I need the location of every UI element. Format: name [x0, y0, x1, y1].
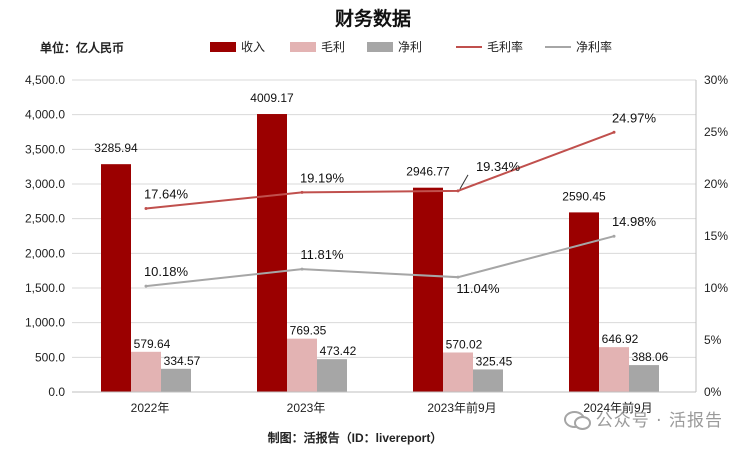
line-data-label: 11.81% — [300, 247, 344, 262]
bar-data-label: 325.45 — [476, 354, 513, 368]
y-right-tick-label: 0% — [704, 385, 722, 399]
y-right-tick-label: 10% — [704, 281, 728, 295]
line-point — [612, 130, 616, 134]
watermark-text: 公众号 · 活报告 — [595, 411, 723, 431]
watermark: 公众号 · 活报告 — [563, 406, 723, 431]
bar — [413, 187, 443, 392]
bar — [569, 212, 599, 392]
legend-label: 毛利率 — [487, 39, 523, 54]
bar-data-label: 579.64 — [134, 337, 171, 351]
footer-credit: 制图：活报告（ID：livereport） — [268, 430, 443, 445]
x-tick-label: 2022年 — [131, 401, 170, 415]
bar-data-label: 2590.45 — [562, 189, 606, 203]
legend-label: 净利率 — [576, 39, 612, 54]
bars — [101, 114, 659, 392]
bar — [287, 338, 317, 392]
bar — [131, 351, 161, 392]
line-data-label: 10.18% — [144, 264, 189, 279]
bar — [629, 365, 659, 392]
line-point — [456, 275, 460, 279]
y-left-tick-label: 2,500.0 — [25, 212, 65, 226]
bar — [443, 352, 473, 392]
line-point — [612, 234, 616, 238]
legend-swatch — [367, 42, 393, 52]
y-right-tick-label: 30% — [704, 73, 728, 87]
bar-data-label: 646.92 — [602, 332, 639, 346]
line-data-label: 19.34% — [476, 159, 521, 174]
unit-label: 单位：亿人民币 — [40, 40, 124, 55]
bar-data-label: 570.02 — [446, 337, 483, 351]
lines — [144, 130, 616, 288]
line-data-label: 17.64% — [144, 187, 189, 202]
data-labels: 3285.94 4009.17 2946.77 2590.45 579.64 769.35… — [94, 91, 668, 368]
y-left-tick-label: 4,500.0 — [25, 73, 65, 87]
legend: 收入 毛利 净利 毛利率 净利率 — [210, 39, 612, 54]
axes: 0.0 500.0 1,000.0 1,500.0 2,000.0 2,500.0 3,00… — [25, 73, 728, 415]
chart-title: 财务数据 — [335, 7, 411, 30]
bar-data-label: 4009.17 — [250, 91, 294, 105]
y-right-tick-label: 25% — [704, 125, 728, 139]
x-tick-label: 2023年 — [287, 401, 326, 415]
legend-swatch — [290, 42, 316, 52]
x-tick-label: 2023年前9月 — [427, 400, 496, 415]
line-data-label: 14.98% — [612, 214, 657, 229]
y-left-tick-label: 4,000.0 — [25, 108, 65, 122]
y-left-tick-label: 500.0 — [35, 350, 65, 364]
line-point — [300, 190, 304, 194]
bar-data-label: 3285.94 — [94, 141, 138, 155]
wechat-icon — [563, 409, 591, 430]
legend-label: 净利 — [398, 40, 422, 54]
legend-label: 毛利 — [321, 40, 345, 54]
y-left-tick-label: 0.0 — [48, 385, 65, 399]
label-leader-line — [459, 174, 469, 190]
bar — [317, 359, 347, 392]
grid — [72, 79, 696, 393]
line-data-label: 11.04% — [456, 281, 500, 296]
line-series — [145, 235, 615, 288]
bar — [473, 369, 503, 392]
bar-data-label: 473.42 — [320, 344, 357, 358]
y-left-tick-label: 1,000.0 — [25, 316, 65, 330]
bar — [599, 347, 629, 392]
line-point — [300, 267, 304, 271]
bar-data-label: 2946.77 — [406, 165, 450, 179]
y-right-tick-label: 15% — [704, 229, 728, 243]
line-series — [145, 131, 615, 210]
bar-data-label: 388.06 — [632, 350, 669, 364]
bar — [257, 114, 287, 392]
line-data-label: 19.19% — [300, 170, 345, 185]
legend-label: 收入 — [241, 40, 265, 54]
y-left-tick-label: 3,000.0 — [25, 177, 65, 191]
line-point — [144, 284, 148, 288]
line-point — [456, 189, 460, 193]
y-left-tick-label: 2,000.0 — [25, 246, 65, 260]
y-right-tick-label: 20% — [704, 177, 728, 191]
y-left-tick-label: 3,500.0 — [25, 142, 65, 156]
y-left-tick-label: 1,500.0 — [25, 281, 65, 295]
line-data-label: 24.97% — [612, 110, 657, 125]
bar — [101, 164, 131, 392]
line-point — [144, 207, 148, 211]
y-right-tick-label: 5% — [704, 333, 722, 347]
legend-swatch — [210, 42, 236, 52]
x-tick-label: 2024年前9月 — [583, 400, 652, 415]
bar-data-label: 334.57 — [164, 354, 201, 368]
bar — [161, 368, 191, 392]
bar-data-label: 769.35 — [290, 324, 327, 338]
